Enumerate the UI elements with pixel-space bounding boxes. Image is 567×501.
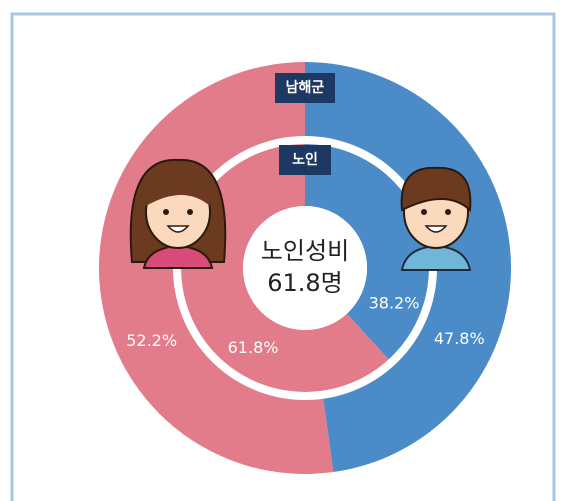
eye — [163, 209, 169, 215]
eye — [187, 209, 193, 215]
center-hole — [243, 206, 367, 330]
infographic: 47.8% 52.2% 38.2% 61.8% 남해군노인노인성비 61.8명 — [0, 0, 567, 501]
ring-name: 노인 — [292, 151, 318, 168]
female-icon — [131, 160, 226, 268]
value-label: 47.8% — [434, 329, 485, 348]
eye — [421, 209, 427, 215]
ring-name: 남해군 — [286, 79, 325, 96]
value-label: 61.8% — [228, 338, 279, 357]
eye — [445, 209, 451, 215]
center-label: 노인성비 — [261, 237, 349, 265]
center-label: 61.8명 — [267, 269, 343, 297]
value-label: 38.2% — [369, 293, 420, 312]
value-label: 52.2% — [126, 331, 177, 350]
male-icon — [402, 168, 471, 270]
